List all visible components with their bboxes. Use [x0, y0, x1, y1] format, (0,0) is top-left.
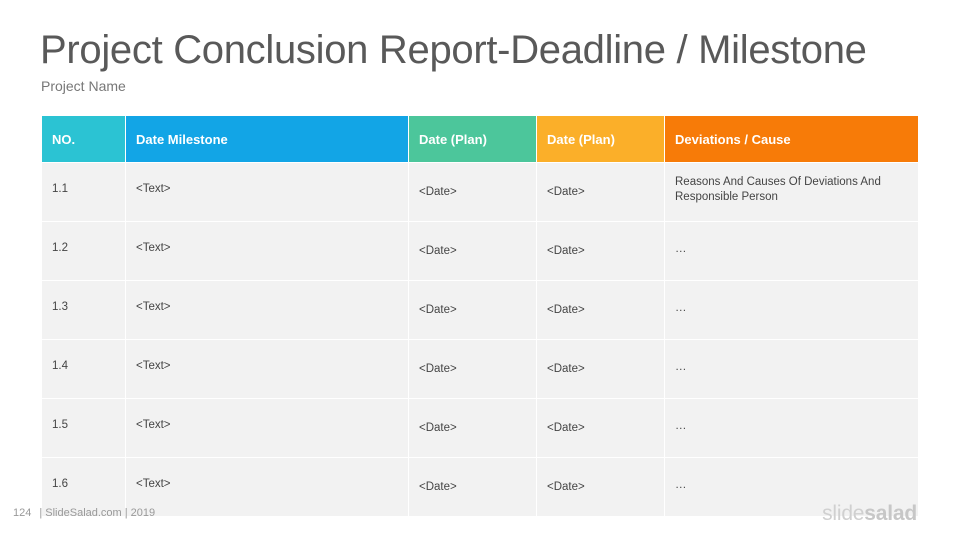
date-plan-cell: <Date> — [408, 221, 537, 281]
table-row: 1.6 <Text> <Date> <Date> … — [41, 457, 919, 517]
milestone-cell: <Text> — [125, 162, 409, 222]
milestone-cell: <Text> — [125, 280, 409, 340]
milestone-cell: <Text> — [125, 221, 409, 281]
row-number: 1.1 — [41, 162, 126, 222]
deviation-cell: … — [664, 398, 919, 458]
date-plan-cell: <Date> — [536, 162, 665, 222]
row-number: 1.4 — [41, 339, 126, 399]
page-number: 124 — [13, 507, 32, 519]
deviation-cell: Reasons And Causes Of Deviations And Res… — [664, 162, 919, 222]
slidesalad-logo: slidesalad — [822, 502, 917, 526]
footer: 124 | SlideSalad.com | 2019 — [13, 507, 155, 519]
row-number: 1.5 — [41, 398, 126, 458]
date-plan-cell: <Date> — [536, 280, 665, 340]
deviation-cell: … — [664, 339, 919, 399]
date-plan-cell: <Date> — [408, 280, 537, 340]
milestone-table: NO. Date Milestone Date (Plan) Date (Pla… — [41, 115, 919, 517]
date-plan-cell: <Date> — [408, 398, 537, 458]
header-deviations-cause: Deviations / Cause — [664, 115, 919, 163]
date-plan-cell: <Date> — [536, 221, 665, 281]
date-plan-cell: <Date> — [536, 339, 665, 399]
date-plan-cell: <Date> — [408, 339, 537, 399]
header-date-milestone: Date Milestone — [125, 115, 409, 163]
table-row: 1.2 <Text> <Date> <Date> … — [41, 221, 919, 281]
header-date-plan: Date (Plan) — [408, 115, 537, 163]
footer-source: | SlideSalad.com | 2019 — [39, 507, 156, 519]
date-plan-cell: <Date> — [408, 457, 537, 517]
table-row: 1.4 <Text> <Date> <Date> … — [41, 339, 919, 399]
page-title: Project Conclusion Report-Deadline / Mil… — [40, 28, 867, 72]
milestone-cell: <Text> — [125, 398, 409, 458]
page-subtitle: Project Name — [41, 78, 126, 94]
milestone-table-container: NO. Date Milestone Date (Plan) Date (Pla… — [41, 115, 919, 517]
row-number: 1.6 — [41, 457, 126, 517]
table-header-row: NO. Date Milestone Date (Plan) Date (Pla… — [41, 115, 919, 163]
table-row: 1.5 <Text> <Date> <Date> … — [41, 398, 919, 458]
deviation-cell: … — [664, 221, 919, 281]
date-plan-cell: <Date> — [536, 457, 665, 517]
logo-text-slide: slide — [822, 502, 865, 525]
row-number: 1.3 — [41, 280, 126, 340]
deviation-cell: … — [664, 457, 919, 517]
logo-text-salad: salad — [864, 502, 917, 525]
table-row: 1.1 <Text> <Date> <Date> Reasons And Cau… — [41, 162, 919, 222]
milestone-cell: <Text> — [125, 457, 409, 517]
date-plan-cell: <Date> — [536, 398, 665, 458]
milestone-cell: <Text> — [125, 339, 409, 399]
deviation-cell: … — [664, 280, 919, 340]
header-date-plan-2: Date (Plan) — [536, 115, 665, 163]
date-plan-cell: <Date> — [408, 162, 537, 222]
header-no: NO. — [41, 115, 126, 163]
row-number: 1.2 — [41, 221, 126, 281]
table-row: 1.3 <Text> <Date> <Date> … — [41, 280, 919, 340]
